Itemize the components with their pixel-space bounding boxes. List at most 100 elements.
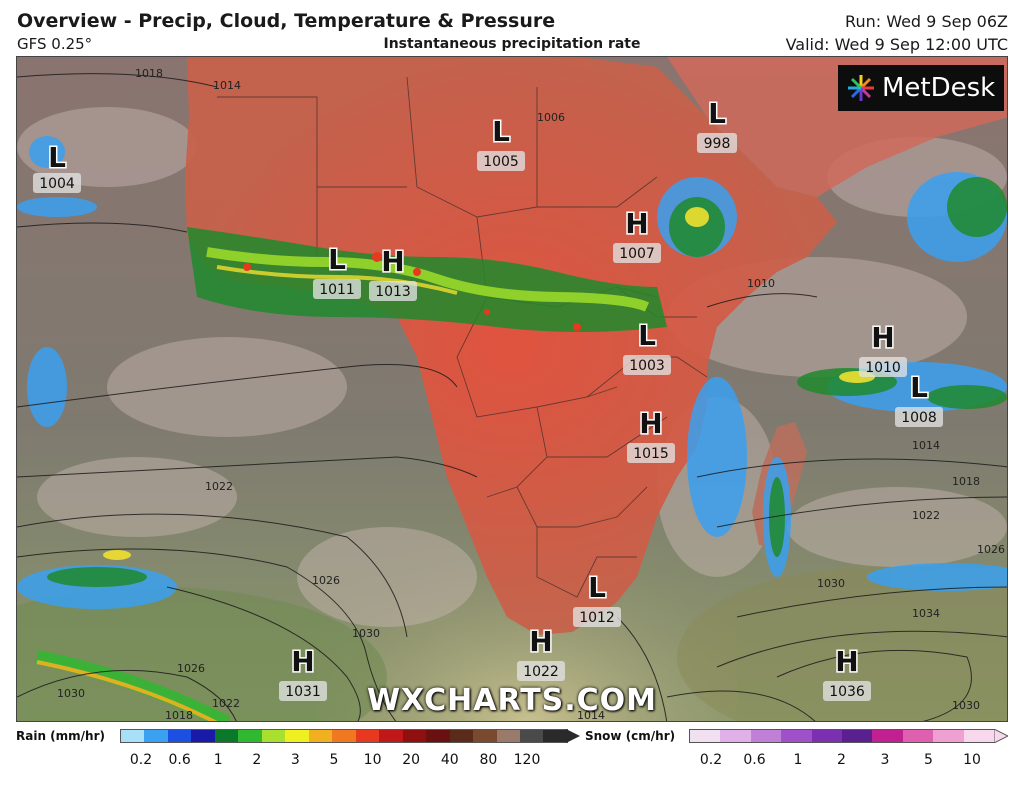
scale-tick-label: 0.2 [129, 752, 153, 768]
pressure-system: H 1010 [859, 320, 907, 377]
isobar-label: 1022 [912, 509, 940, 522]
isobar-label: 1014 [213, 79, 241, 92]
svg-text:1010: 1010 [865, 360, 901, 376]
rain-tick-labels: 0.2 0.6 1 2 3 5 10 20 40 80 120 [120, 752, 568, 768]
pressure-system: L 1012 [573, 570, 621, 627]
isobar-label: 1026 [977, 543, 1005, 556]
isobar-label: 1014 [912, 439, 940, 452]
scale-swatch [402, 730, 427, 742]
rain-legend-title: Rain (mm/hr) [16, 729, 105, 743]
svg-text:L: L [328, 243, 346, 276]
scale-tick-label: 5 [924, 752, 933, 768]
scale-swatch [238, 730, 262, 742]
isobar-label: 1026 [312, 574, 340, 587]
isobar-labels: 1018 1014 1006 1010 1014 1018 1022 1026 … [57, 67, 1005, 722]
scale-tick-label: 3 [290, 752, 300, 768]
scale-swatch [379, 730, 403, 742]
scale-tick-label: 0.6 [743, 752, 766, 768]
scale-swatch [963, 730, 995, 742]
scale-swatch [167, 730, 192, 742]
isobar-label: 1018 [165, 709, 193, 722]
scale-swatch [543, 730, 567, 742]
scale-swatch [261, 730, 286, 742]
svg-text:H: H [835, 645, 858, 678]
map-canvas: 1018 1014 1006 1010 1014 1018 1022 1026 … [17, 57, 1007, 722]
svg-text:1008: 1008 [901, 410, 937, 426]
scale-tick-label: 2 [837, 752, 846, 768]
svg-text:L: L [588, 571, 606, 604]
scale-swatch [285, 730, 309, 742]
scale-swatch [933, 730, 964, 742]
scale-swatch [473, 730, 497, 742]
pressure-system: L 1011 [313, 242, 361, 299]
pressure-system: H 1015 [627, 406, 675, 463]
svg-text:1022: 1022 [523, 664, 559, 680]
isobar-label: 1022 [205, 480, 233, 493]
scale-swatch [332, 730, 356, 742]
isobar-label: 1022 [212, 697, 240, 710]
chart-header: Overview - Precip, Cloud, Temperature & … [0, 0, 1024, 56]
metdesk-logo: MetDesk [838, 65, 1004, 111]
scale-swatch [449, 730, 474, 742]
scale-swatch [214, 730, 239, 742]
pressure-system: L 1008 [895, 370, 943, 427]
isobar-label: 1010 [747, 277, 775, 290]
svg-text:L: L [910, 371, 928, 404]
snow-tick-labels: 0.2 0.6 1 2 3 5 10 [689, 752, 995, 768]
scale-swatch [720, 730, 751, 742]
valid-time: Valid: Wed 9 Sep 12:00 UTC [785, 35, 1008, 54]
isobar-label: 1030 [352, 627, 380, 640]
legend: Rain (mm/hr) 0.2 0.6 1 2 3 5 10 20 40 80 120 Snow … [0, 722, 1024, 785]
svg-text:998: 998 [704, 136, 731, 152]
isobars [17, 73, 1007, 721]
scale-tick-label: 10 [363, 752, 382, 768]
chart-title: Overview - Precip, Cloud, Temperature & … [17, 10, 556, 32]
svg-text:1012: 1012 [579, 610, 615, 626]
svg-text:1013: 1013 [375, 284, 411, 300]
isobar-label: 1030 [952, 699, 980, 712]
weather-map: 1018 1014 1006 1010 1014 1018 1022 1026 … [16, 56, 1008, 722]
scale-swatch [781, 730, 812, 742]
svg-text:H: H [381, 245, 404, 278]
isobar-label: 1018 [952, 475, 980, 488]
metdesk-logo-text: MetDesk [882, 73, 996, 103]
scale-tick-label: 3 [880, 752, 890, 768]
rain-color-scale [120, 729, 568, 743]
svg-text:1036: 1036 [829, 684, 865, 700]
snow-legend-title: Snow (cm/hr) [585, 729, 676, 743]
scale-tick-label: 2 [252, 752, 262, 768]
svg-text:L: L [492, 115, 510, 148]
pressure-system: L 1005 [477, 114, 525, 171]
scale-tick-label: 80 [479, 752, 498, 768]
scale-swatch [426, 730, 450, 742]
scale-swatch [191, 730, 215, 742]
svg-text:H: H [625, 207, 648, 240]
run-time: Run: Wed 9 Sep 06Z [845, 12, 1008, 31]
scale-tick-label: 5 [329, 752, 339, 768]
scale-swatch [121, 730, 145, 742]
snow-color-scale [689, 729, 995, 743]
wxcharts-watermark: WXCHARTS.COM [366, 683, 658, 718]
scale-tick-label: 20 [402, 752, 421, 768]
svg-text:L: L [708, 97, 726, 130]
svg-text:H: H [529, 625, 552, 658]
scale-tick-label: 0.6 [168, 752, 191, 768]
precipitation [17, 136, 1007, 721]
scale-swatch [690, 730, 721, 742]
svg-text:1005: 1005 [483, 154, 519, 170]
scale-tick-label: 120 [513, 752, 541, 768]
isobar-label: 1014 [577, 709, 605, 722]
scale-swatch [750, 730, 782, 742]
svg-text:1007: 1007 [619, 246, 655, 262]
scale-swatch [144, 730, 168, 742]
pressure-system: H 1013 [369, 244, 417, 301]
scale-tick-label: 40 [440, 752, 459, 768]
svg-text:L: L [48, 141, 66, 174]
pressure-system: L 1003 [623, 318, 671, 375]
svg-text:H: H [639, 407, 662, 440]
scale-swatch [902, 730, 934, 742]
scale-swatch [519, 730, 544, 742]
scale-tick-label: 1 [213, 752, 223, 768]
isobar-label: 1006 [537, 111, 565, 124]
isobar-label: 1018 [135, 67, 163, 80]
